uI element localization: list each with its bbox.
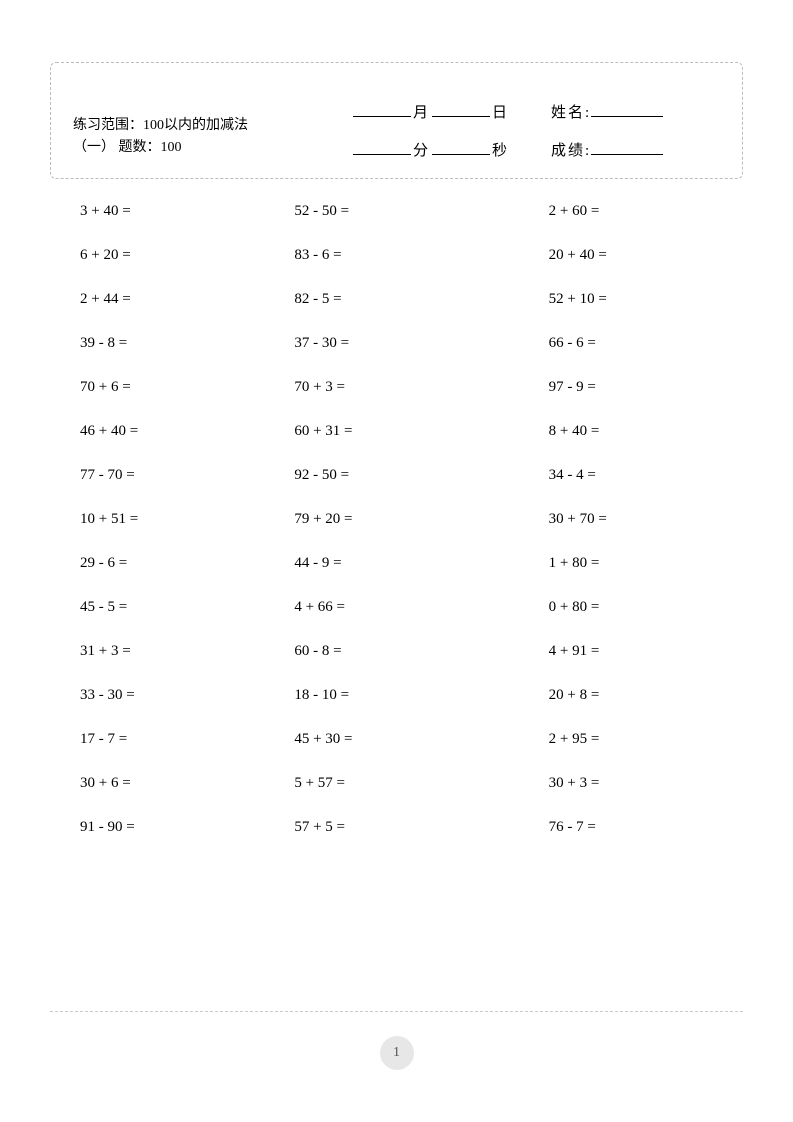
problem-cell: 76 - 7 =: [509, 819, 713, 836]
problem-cell: 17 - 7 =: [80, 731, 284, 748]
score-blank[interactable]: [591, 138, 663, 155]
problem-cell: 57 + 5 =: [294, 819, 498, 836]
problem-cell: 1 + 80 =: [509, 555, 713, 572]
problem-cell: 52 - 50 =: [294, 203, 498, 220]
problem-cell: 82 - 5 =: [294, 291, 498, 308]
problem-cell: 29 - 6 =: [80, 555, 284, 572]
header-fill-ins: 月 日 姓名: 分 秒 成绩:: [353, 101, 720, 160]
problem-cell: 2 + 60 =: [509, 203, 713, 220]
problem-cell: 83 - 6 =: [294, 247, 498, 264]
problem-cell: 31 + 3 =: [80, 643, 284, 660]
month-blank[interactable]: [353, 101, 411, 118]
page-number: 1: [393, 1045, 400, 1061]
second-blank[interactable]: [432, 138, 490, 155]
problem-cell: 52 + 10 =: [509, 291, 713, 308]
name-blank[interactable]: [591, 101, 663, 118]
problem-cell: 30 + 70 =: [509, 511, 713, 528]
scope-line-1: 练习范围：100以内的加减法: [73, 115, 353, 137]
problem-cell: 45 + 30 =: [294, 731, 498, 748]
problem-cell: 77 - 70 =: [80, 467, 284, 484]
second-label: 秒: [492, 139, 507, 160]
problem-cell: 34 - 4 =: [509, 467, 713, 484]
problem-cell: 45 - 5 =: [80, 599, 284, 616]
problem-cell: 10 + 51 =: [80, 511, 284, 528]
minute-label: 分: [413, 139, 428, 160]
scope-line-2: （一） 题数：100: [73, 137, 353, 159]
problem-cell: 97 - 9 =: [509, 379, 713, 396]
problem-cell: 2 + 44 =: [80, 291, 284, 308]
problem-cell: 4 + 91 =: [509, 643, 713, 660]
problem-cell: 92 - 50 =: [294, 467, 498, 484]
footer-separator: [50, 1011, 743, 1012]
name-label: 姓名:: [551, 101, 591, 122]
problem-cell: 37 - 30 =: [294, 335, 498, 352]
time-score-row: 分 秒 成绩:: [353, 138, 720, 160]
date-name-row: 月 日 姓名:: [353, 101, 720, 123]
problem-cell: 79 + 20 =: [294, 511, 498, 528]
header-scope: 练习范围：100以内的加减法 （一） 题数：100: [73, 81, 353, 160]
problem-cell: 91 - 90 =: [80, 819, 284, 836]
problem-cell: 60 + 31 =: [294, 423, 498, 440]
problem-cell: 30 + 6 =: [80, 775, 284, 792]
problem-cell: 20 + 40 =: [509, 247, 713, 264]
worksheet-header: 练习范围：100以内的加减法 （一） 题数：100 月 日 姓名: 分 秒 成绩…: [50, 62, 743, 179]
problem-cell: 70 + 3 =: [294, 379, 498, 396]
problem-cell: 3 + 40 =: [80, 203, 284, 220]
problem-cell: 60 - 8 =: [294, 643, 498, 660]
problem-cell: 44 - 9 =: [294, 555, 498, 572]
problem-cell: 66 - 6 =: [509, 335, 713, 352]
page-number-badge: 1: [380, 1036, 414, 1070]
day-blank[interactable]: [432, 101, 490, 118]
problem-cell: 20 + 8 =: [509, 687, 713, 704]
problem-cell: 6 + 20 =: [80, 247, 284, 264]
problem-cell: 2 + 95 =: [509, 731, 713, 748]
problem-cell: 8 + 40 =: [509, 423, 713, 440]
day-label: 日: [492, 101, 507, 122]
problem-cell: 33 - 30 =: [80, 687, 284, 704]
problem-cell: 4 + 66 =: [294, 599, 498, 616]
problem-cell: 39 - 8 =: [80, 335, 284, 352]
problem-cell: 70 + 6 =: [80, 379, 284, 396]
problem-cell: 0 + 80 =: [509, 599, 713, 616]
problems-grid: 3 + 40 = 52 - 50 = 2 + 60 = 6 + 20 = 83 - 6 …: [50, 197, 743, 836]
score-label: 成绩:: [551, 139, 591, 160]
problem-cell: 46 + 40 =: [80, 423, 284, 440]
problem-cell: 18 - 10 =: [294, 687, 498, 704]
minute-blank[interactable]: [353, 138, 411, 155]
month-label: 月: [413, 101, 428, 122]
problem-cell: 5 + 57 =: [294, 775, 498, 792]
problem-cell: 30 + 3 =: [509, 775, 713, 792]
